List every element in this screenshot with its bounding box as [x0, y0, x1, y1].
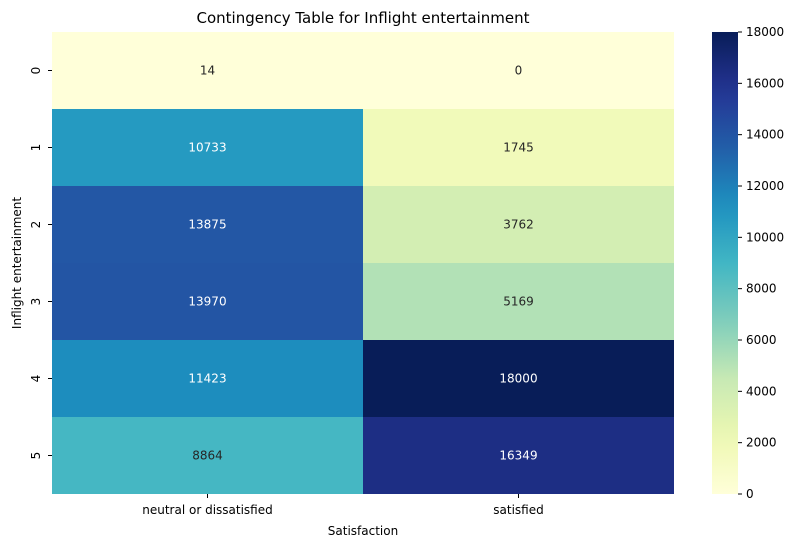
- heatmap-cell: [363, 186, 674, 263]
- heatmap-cell: [363, 32, 674, 109]
- colorbar-tick-label: 6000: [746, 333, 777, 347]
- heatmap-cell: [52, 417, 363, 494]
- x-axis-label: Satisfaction: [328, 524, 398, 538]
- heatmap-cells: 14 0 10733 1745 13875 3762 13970 5169 11423 18000…: [52, 32, 674, 494]
- cell-value-label: 5169: [503, 295, 534, 309]
- x-tick-label: neutral or dissatisfied: [142, 503, 272, 517]
- colorbar-tick-label: 2000: [746, 436, 777, 450]
- colorbar-tick-label: 14000: [746, 128, 784, 142]
- colorbar-tick-label: 8000: [746, 282, 777, 296]
- y-tick-label: 4: [29, 375, 43, 383]
- cell-value-label: 8864: [192, 449, 223, 463]
- y-axis: 0 1 2 3 4 5: [29, 67, 52, 460]
- cell-value-label: 10733: [188, 141, 226, 155]
- y-tick-label: 3: [29, 298, 43, 306]
- cell-value-label: 14: [200, 64, 215, 78]
- heatmap-cell: [52, 109, 363, 186]
- y-tick-label: 2: [29, 221, 43, 229]
- colorbar-tick-label: 12000: [746, 179, 784, 193]
- cell-value-label: 0: [515, 64, 523, 78]
- cell-value-label: 18000: [499, 372, 537, 386]
- y-axis-label: Inflight entertainment: [10, 197, 24, 329]
- colorbar-tick-label: 16000: [746, 76, 784, 90]
- colorbar: 0 2000 4000 6000 8000 10000 12000 14000 16000 180…: [712, 25, 784, 501]
- x-axis: neutral or dissatisfied satisfied: [142, 494, 544, 517]
- cell-value-label: 13875: [188, 218, 226, 232]
- colorbar-tick-label: 0: [746, 487, 754, 501]
- heatmap-cell: [52, 263, 363, 340]
- heatmap-cell: [363, 263, 674, 340]
- cell-value-label: 1745: [503, 141, 534, 155]
- cell-value-label: 3762: [503, 218, 534, 232]
- y-tick-label: 0: [29, 67, 43, 75]
- colorbar-tick-label: 10000: [746, 230, 784, 244]
- y-tick-label: 1: [29, 144, 43, 152]
- heatmap-cell: [52, 340, 363, 417]
- cell-value-label: 13970: [188, 295, 226, 309]
- chart-title: Contingency Table for Inflight entertain…: [196, 9, 529, 27]
- cell-value-label: 16349: [499, 449, 537, 463]
- colorbar-gradient: [712, 32, 738, 494]
- heatmap-cell: [52, 186, 363, 263]
- x-tick-label: satisfied: [493, 503, 543, 517]
- heatmap-cell: [363, 340, 674, 417]
- heatmap-cell: [52, 32, 363, 109]
- heatmap-cell: [363, 417, 674, 494]
- colorbar-tick-label: 4000: [746, 384, 777, 398]
- y-tick-label: 5: [29, 452, 43, 460]
- colorbar-tick-label: 18000: [746, 25, 784, 39]
- heatmap-cell: [363, 109, 674, 186]
- cell-value-label: 11423: [188, 372, 226, 386]
